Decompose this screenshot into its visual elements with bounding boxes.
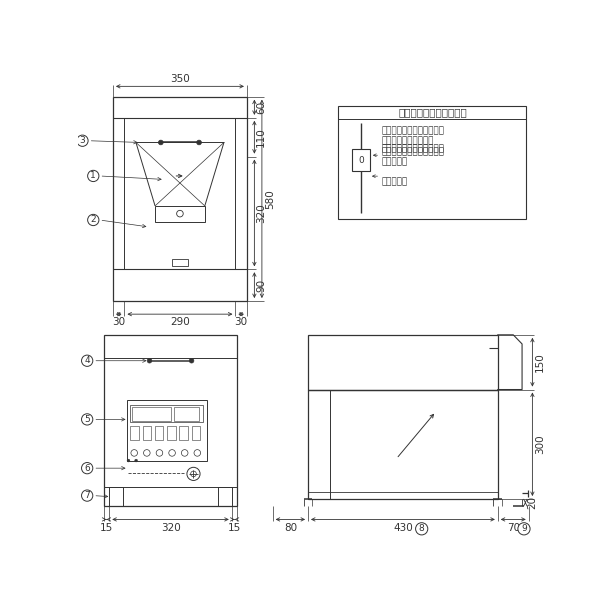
Bar [104, 335, 237, 506]
Bar [174, 407, 199, 420]
Bar [192, 426, 200, 440]
Text: 430: 430 [393, 523, 413, 533]
Text: 290: 290 [170, 317, 190, 328]
Bar [143, 426, 151, 440]
Circle shape [135, 459, 137, 462]
Bar [131, 405, 203, 423]
Text: アースを確実に取り付けて: アースを確実に取り付けて [382, 147, 445, 156]
Circle shape [159, 140, 163, 145]
Bar [132, 407, 171, 420]
Circle shape [82, 414, 93, 425]
Circle shape [127, 459, 130, 462]
Text: 350: 350 [170, 74, 190, 84]
Bar [218, 487, 232, 506]
Bar [109, 487, 123, 506]
Bar [113, 97, 247, 301]
Text: 漏電遷断器（手元開閉器）: 漏電遷断器（手元開閉器） [382, 126, 445, 135]
Text: 90: 90 [256, 279, 266, 292]
Text: 320: 320 [256, 203, 266, 223]
Text: 6: 6 [84, 464, 90, 473]
Text: 3: 3 [79, 136, 85, 145]
Text: 5: 5 [84, 415, 90, 424]
Bar [352, 149, 370, 171]
Text: 320: 320 [160, 523, 181, 533]
Circle shape [82, 355, 93, 367]
Bar [179, 426, 188, 440]
Circle shape [518, 523, 530, 535]
Bar [131, 426, 139, 440]
Text: 110: 110 [256, 127, 266, 147]
Text: 60: 60 [256, 101, 266, 114]
Text: 9: 9 [521, 525, 527, 533]
Circle shape [82, 462, 93, 474]
Text: 150: 150 [535, 353, 545, 372]
Text: 8: 8 [419, 525, 425, 533]
Text: 300: 300 [535, 434, 545, 454]
Text: 15: 15 [228, 523, 241, 533]
Text: 80: 80 [284, 523, 297, 533]
Circle shape [77, 135, 88, 146]
Text: 15: 15 [100, 523, 113, 533]
Text: 漏電遷断器（手元開閉器）: 漏電遷断器（手元開閉器） [382, 145, 445, 154]
Bar [126, 400, 207, 461]
Circle shape [82, 490, 93, 501]
Text: 70: 70 [507, 523, 520, 533]
Bar [155, 426, 163, 440]
Bar [167, 426, 176, 440]
Bar [172, 259, 188, 266]
Bar [339, 106, 526, 219]
Circle shape [189, 359, 194, 363]
Circle shape [196, 140, 201, 145]
Circle shape [187, 467, 200, 481]
Bar [308, 390, 498, 499]
Text: 1: 1 [90, 171, 96, 181]
Text: 30: 30 [235, 317, 248, 328]
Text: 2: 2 [90, 215, 96, 224]
Text: ください。: ください。 [382, 157, 408, 167]
Text: 電源コード: 電源コード [382, 178, 408, 187]
Circle shape [147, 359, 152, 363]
Text: 4: 4 [84, 356, 90, 365]
Circle shape [415, 523, 428, 535]
Circle shape [88, 214, 99, 226]
Text: 580: 580 [265, 189, 274, 209]
Text: 20: 20 [527, 496, 537, 509]
Text: 30: 30 [112, 317, 125, 328]
Bar [308, 335, 498, 390]
Circle shape [88, 170, 99, 182]
Text: 0: 0 [358, 156, 364, 165]
Bar [155, 206, 205, 222]
Text: 7: 7 [84, 491, 90, 500]
Text: に接続してください。: に接続してください。 [382, 137, 434, 146]
Text: 電源コード接続（推奨）: 電源コード接続（推奨） [398, 107, 467, 117]
